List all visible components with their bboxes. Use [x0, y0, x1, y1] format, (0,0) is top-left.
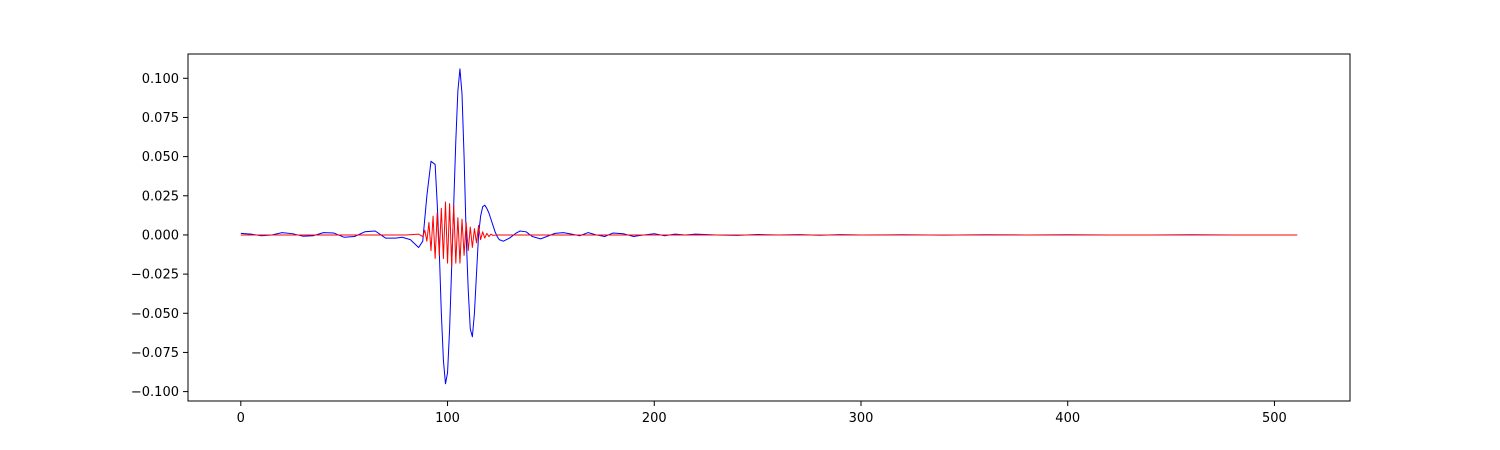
- x-axis: 0 100 200 300 400 500: [237, 401, 1287, 426]
- y-tick-label: −0.025: [131, 268, 179, 283]
- y-tick-label: −0.100: [131, 385, 179, 400]
- plot-frame: [187, 53, 1351, 402]
- x-tick-label: 500: [1262, 411, 1287, 426]
- y-tick-label: −0.050: [131, 307, 179, 322]
- y-tick-label: 0.000: [142, 228, 179, 243]
- x-tick-label: 400: [1055, 411, 1080, 426]
- y-axis: −0.100 −0.075 −0.050 −0.025 0.000 0.025 0.050 0…: [131, 72, 188, 400]
- series-layer: [240, 68, 1298, 385]
- x-tick-label: 200: [642, 411, 667, 426]
- x-tick-label: 300: [849, 411, 874, 426]
- y-tick-label: 0.025: [142, 189, 179, 204]
- y-tick-label: 0.050: [142, 150, 179, 165]
- y-tick-label: 0.100: [142, 72, 179, 87]
- series-line-0: [240, 68, 1298, 385]
- y-tick-label: 0.075: [142, 111, 179, 126]
- x-tick-label: 0: [237, 411, 245, 426]
- y-tick-label: −0.075: [131, 346, 179, 361]
- series-line-1: [240, 201, 1298, 267]
- x-tick-label: 100: [435, 411, 460, 426]
